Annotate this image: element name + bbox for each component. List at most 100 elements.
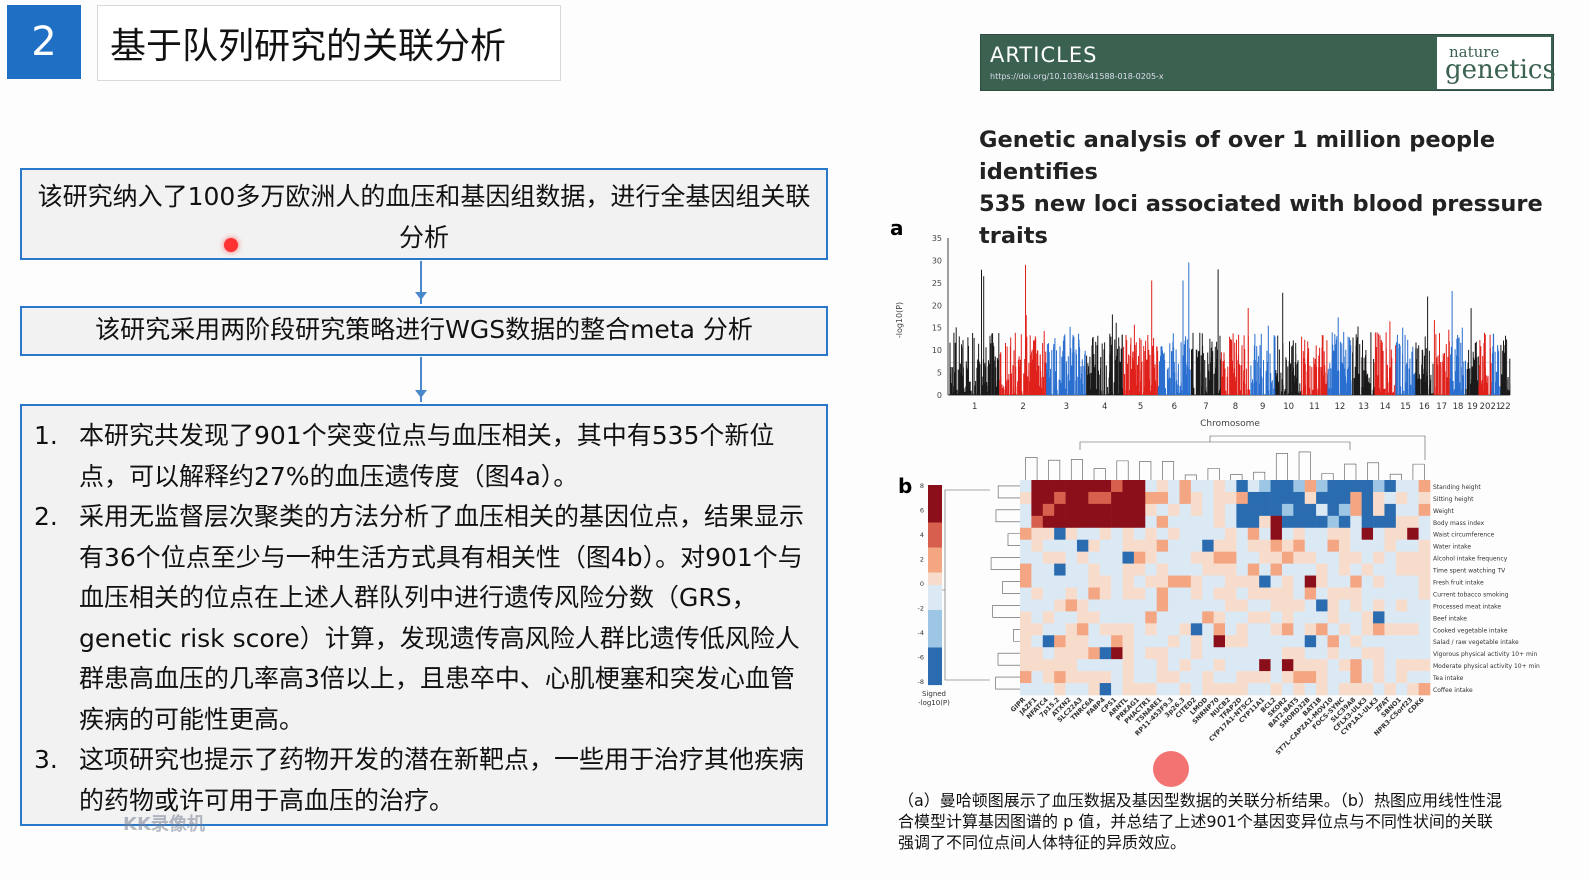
heatmap-cell [1156, 671, 1169, 684]
heatmap-cell [1202, 480, 1214, 493]
heatmap-cell [1031, 683, 1044, 696]
heatmap-cell [1270, 515, 1283, 529]
heatmap-cell [1236, 563, 1249, 576]
heatmap-cell [1236, 611, 1249, 624]
heatmap-cell [1281, 611, 1294, 624]
heatmap-cell [1054, 539, 1066, 552]
heatmap-cell [1350, 480, 1362, 493]
heatmap-cell [1384, 575, 1397, 588]
heatmap-cell [1361, 515, 1374, 529]
y-tick-label: 0 [937, 391, 942, 400]
heatmap-cell [1020, 587, 1032, 600]
legend-swatch [928, 622, 942, 636]
heatmap-cell [1054, 599, 1066, 612]
heatmap-cell [1384, 635, 1397, 648]
heatmap-cell [1247, 503, 1260, 517]
heatmap-cell [1156, 587, 1169, 600]
heatmap-cell [1088, 659, 1101, 672]
chromosome-points [1374, 321, 1397, 395]
heatmap-cell [1076, 611, 1089, 624]
heatmap-cell [1293, 503, 1306, 517]
heatmap-cell [1247, 671, 1260, 684]
list-item: 2. 采用无监督层次聚类的方法分析了血压相关的基因位点，结果显示有36个位点至少与… [34, 497, 814, 740]
heatmap-cell [1225, 527, 1237, 541]
legend-tick-label: -4 [918, 629, 924, 637]
heatmap-cell [1213, 551, 1226, 564]
heatmap-cell [1418, 563, 1431, 576]
heatmap-cell [1225, 563, 1237, 576]
heatmap-cell [1156, 635, 1169, 648]
heatmap-cell [1304, 563, 1317, 576]
heatmap-cell [1213, 635, 1226, 648]
list-item: 1. 本研究共发现了901个突变位点与血压相关，其中有535个新位点，可以解释约2… [34, 416, 814, 497]
heatmap-cell [1350, 491, 1362, 505]
heatmap-cell [1270, 539, 1283, 552]
heatmap-cell [1122, 491, 1135, 505]
heatmap-cell [1236, 480, 1249, 493]
heatmap-cell [1122, 551, 1135, 564]
heatmap-cell [1270, 683, 1283, 696]
heatmap-cell [1236, 599, 1249, 612]
heatmap-cell [1225, 539, 1237, 552]
heatmap-cell [1042, 623, 1055, 636]
legend-tick-label: -6 [918, 654, 924, 662]
heatmap-cell [1373, 599, 1385, 612]
heatmap-cell [1202, 491, 1214, 505]
row-label: Vigorous physical activity 10+ min [1433, 651, 1538, 658]
heatmap-cell [1088, 671, 1101, 684]
heatmap-cell [1316, 623, 1328, 636]
heatmap-cell [1395, 575, 1408, 588]
heatmap-cell [1111, 611, 1123, 624]
heatmap-cell [1202, 515, 1214, 529]
heatmap-cell [1338, 683, 1351, 696]
heatmap-cell [1395, 551, 1408, 564]
heatmap-cell [1054, 551, 1066, 564]
heatmap-cell [1384, 515, 1397, 529]
heatmap-cell [1327, 480, 1340, 493]
chromosome-tick-label: 13 [1358, 402, 1369, 412]
heatmap-cell [1020, 623, 1032, 636]
heatmap-cell [1190, 491, 1203, 505]
heatmap-cell [1202, 659, 1214, 672]
heatmap-cell [1179, 587, 1192, 600]
heatmap-cell [1338, 551, 1351, 564]
article-header: ARTICLES https://doi.org/10.1038/s41588-… [980, 34, 1556, 91]
heatmap-cell [1042, 527, 1055, 541]
heatmap-cell [1168, 551, 1180, 564]
heatmap-cell [1076, 599, 1089, 612]
heatmap-cell [1236, 623, 1249, 636]
heatmap-cell [1031, 551, 1044, 564]
heatmap-cell [1179, 503, 1192, 517]
heatmap-cell [1179, 683, 1192, 696]
heatmap-cell [1384, 671, 1397, 684]
heatmap-cell [1156, 599, 1169, 612]
heatmap-cell [1202, 635, 1214, 648]
heatmap-cell [1213, 683, 1226, 696]
heatmap-cell [1225, 575, 1237, 588]
heatmap-cell [1384, 539, 1397, 552]
heatmap-cell [1259, 611, 1271, 624]
heatmap-cell [1202, 575, 1214, 588]
heatmap-cell [1065, 671, 1078, 684]
heatmap-cell [1054, 515, 1066, 529]
heatmap-cell [1122, 539, 1135, 552]
heatmap-cell [1133, 623, 1146, 636]
y-tick-label: 20 [932, 301, 942, 310]
heatmap-cell [1099, 515, 1112, 529]
heatmap-cell [1054, 635, 1066, 648]
heatmap-cell [1190, 671, 1203, 684]
heatmap-cell [1168, 539, 1180, 552]
heatmap-cell [1236, 539, 1249, 552]
heatmap-cell [1418, 587, 1431, 600]
heatmap-cell [1304, 623, 1317, 636]
heatmap-cell [1327, 623, 1340, 636]
heatmap-cell [1395, 659, 1408, 672]
heatmap-cell [1304, 683, 1317, 696]
heatmap-cell [1384, 599, 1397, 612]
heatmap-cell [1168, 611, 1180, 624]
heatmap-cell [1418, 647, 1431, 660]
heatmap-cell [1247, 480, 1260, 493]
heatmap-cell [1031, 635, 1044, 648]
heatmap-cell [1225, 551, 1237, 564]
heatmap-cell [1327, 491, 1340, 505]
